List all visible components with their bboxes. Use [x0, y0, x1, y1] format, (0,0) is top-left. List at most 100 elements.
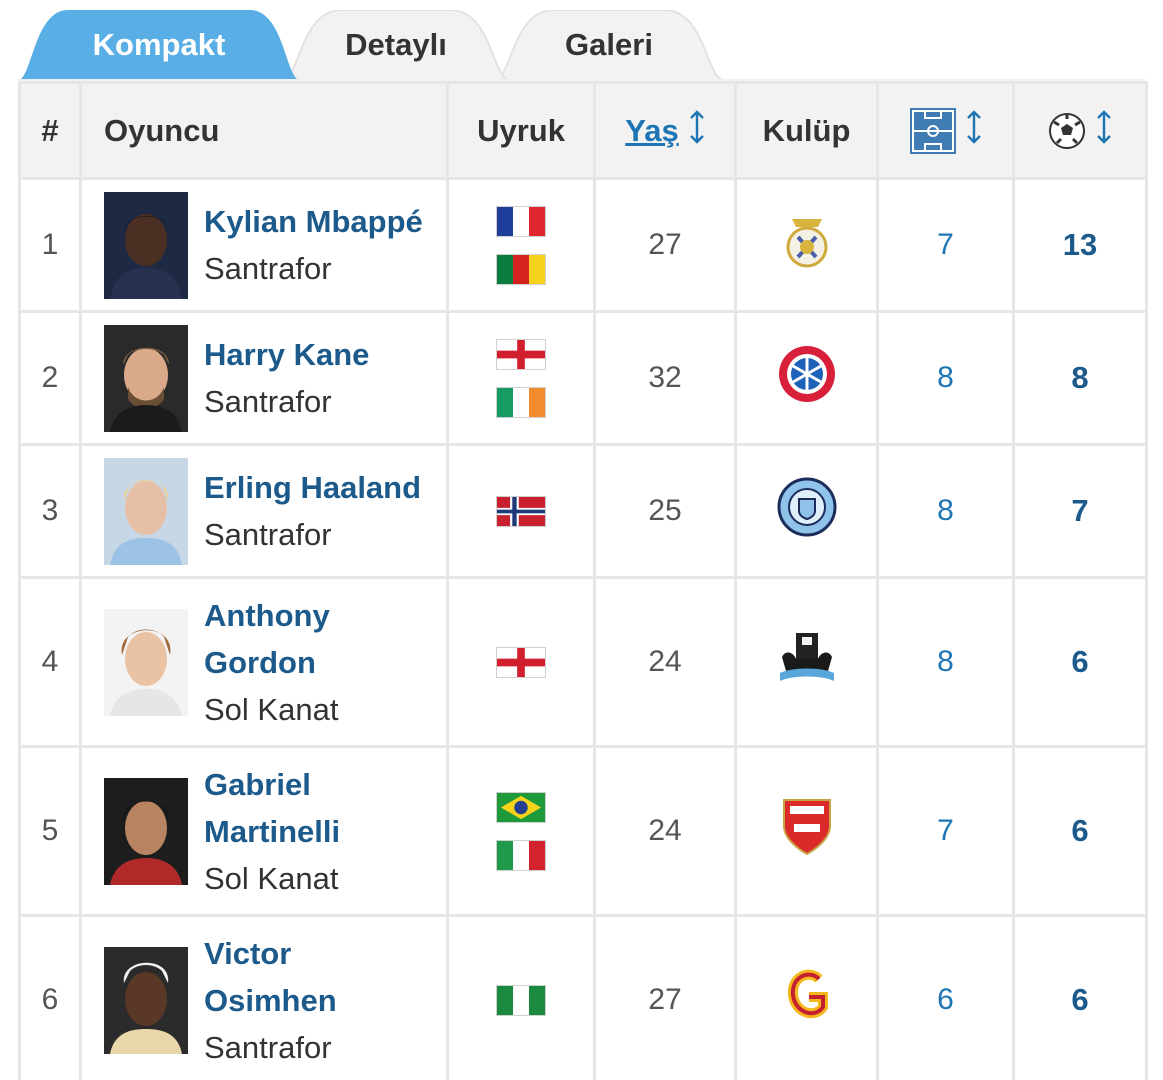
player-photo[interactable]	[104, 191, 188, 299]
player-name-link[interactable]: Kylian Mbappé	[204, 204, 423, 239]
nationality-cell	[446, 745, 596, 917]
age-cell: 24	[593, 745, 737, 917]
table-row: 4 Anthony Gordon Sol Kanat	[18, 576, 1148, 748]
table-row: 1 Kylian Mbappé Santrafor	[18, 177, 1148, 313]
club-cell[interactable]	[734, 576, 879, 748]
ireland-flag-icon	[496, 386, 546, 418]
pitch-icon	[909, 107, 956, 154]
player-cell: Harry Kane Santrafor	[79, 310, 449, 446]
club-cell[interactable]	[734, 177, 879, 313]
bayern-munich-crest-icon[interactable]	[777, 344, 837, 404]
sort-arrows-icon[interactable]	[689, 109, 705, 152]
tab-galeri-label: Galeri	[565, 27, 653, 62]
club-cell[interactable]	[734, 914, 879, 1080]
table-row: 6 Victor Osimhen Santrafor	[18, 914, 1148, 1080]
nationality-cell	[446, 310, 596, 446]
club-cell[interactable]	[734, 443, 879, 579]
player-cell: Kylian Mbappé Santrafor	[79, 177, 449, 313]
player-cell: Erling Haaland Santrafor	[79, 443, 449, 579]
nigeria-flag-icon	[496, 984, 546, 1016]
header-nationality: Uyruk	[446, 81, 596, 180]
table-row: 3 Erling Haaland Santrafor	[18, 443, 1148, 579]
club-cell[interactable]	[734, 745, 879, 917]
goals-cell: 8	[1012, 310, 1148, 446]
nationality-cell	[446, 914, 596, 1080]
rank-cell: 5	[18, 745, 82, 917]
goals-cell: 13	[1012, 177, 1148, 313]
nationality-cell	[446, 576, 596, 748]
rank-cell: 2	[18, 310, 82, 446]
player-name-link[interactable]: Harry Kane	[204, 337, 370, 372]
player-name-link[interactable]: Gabriel	[204, 766, 311, 802]
player-photo[interactable]	[104, 946, 188, 1054]
player-name-link[interactable]: Erling Haaland	[204, 470, 422, 505]
header-goals[interactable]	[1012, 81, 1148, 180]
real-madrid-crest-icon[interactable]	[782, 211, 832, 271]
header-appearances[interactable]	[876, 81, 1015, 180]
goals-cell: 6	[1012, 745, 1148, 917]
appearances-cell: 7	[876, 745, 1015, 917]
brazil-flag-icon	[496, 791, 546, 823]
galatasaray-crest-icon[interactable]	[785, 967, 829, 1025]
age-cell: 27	[593, 177, 737, 313]
tab-galeri[interactable]: Galeri	[494, 10, 724, 80]
norway-flag-icon	[496, 495, 546, 527]
appearances-cell: 8	[876, 310, 1015, 446]
sort-arrows-icon[interactable]	[966, 109, 982, 152]
manchester-city-crest-icon[interactable]	[777, 477, 837, 537]
goals-cell: 7	[1012, 443, 1148, 579]
player-photo[interactable]	[104, 324, 188, 432]
header-club: Kulüp	[734, 81, 879, 180]
table-row: 5 Gabriel Martinelli Sol Kana	[18, 745, 1148, 917]
rank-cell: 6	[18, 914, 82, 1080]
tabs-divider	[18, 79, 1145, 81]
sort-arrows-icon[interactable]	[1096, 109, 1112, 152]
cameroon-flag-icon	[496, 253, 546, 285]
tab-galeri-shape	[494, 10, 724, 80]
player-position: Santrafor	[204, 1029, 332, 1065]
tab-kompakt[interactable]: Kompakt	[18, 10, 300, 80]
england-flag-icon	[496, 646, 546, 678]
player-cell: Gabriel Martinelli Sol Kanat	[79, 745, 449, 917]
football-icon	[1049, 112, 1085, 149]
appearances-cell: 8	[876, 576, 1015, 748]
player-name-link[interactable]: Gordon	[204, 644, 316, 680]
player-name-link[interactable]: Osimhen	[204, 982, 337, 1018]
header-rank: #	[18, 81, 82, 180]
player-position: Santrafor	[204, 251, 332, 286]
player-cell: Anthony Gordon Sol Kanat	[79, 576, 449, 748]
player-name-link[interactable]: Victor	[204, 935, 292, 971]
club-cell[interactable]	[734, 310, 879, 446]
player-position: Santrafor	[204, 517, 332, 552]
header-player: Oyuncu	[79, 81, 449, 180]
goals-cell: 6	[1012, 914, 1148, 1080]
player-photo[interactable]	[104, 608, 188, 716]
tab-detayli[interactable]: Detaylı	[282, 10, 510, 80]
rank-cell: 4	[18, 576, 82, 748]
goals-cell: 6	[1012, 576, 1148, 748]
player-photo[interactable]	[104, 457, 188, 565]
header-age[interactable]: Yaş	[593, 81, 737, 180]
appearances-cell: 7	[876, 177, 1015, 313]
table-row: 2 Harry Kane Santrafor	[18, 310, 1148, 446]
age-cell: 24	[593, 576, 737, 748]
player-photo[interactable]	[104, 777, 188, 885]
nationality-cell	[446, 443, 596, 579]
view-tabs: Galeri Detaylı Kompakt	[0, 0, 1163, 81]
tab-kompakt-label: Kompakt	[92, 27, 226, 62]
tab-kompakt-shape	[18, 10, 300, 80]
tab-detayli-shape	[282, 10, 510, 80]
player-name-link[interactable]: Martinelli	[204, 813, 341, 849]
newcastle-crest-icon[interactable]	[776, 627, 838, 689]
appearances-cell: 6	[876, 914, 1015, 1080]
player-position: Sol Kanat	[204, 860, 339, 896]
table-header-row: # Oyuncu Uyruk Yaş Kulüp	[18, 81, 1148, 180]
italy-flag-icon	[496, 839, 546, 871]
age-sort-link[interactable]: Yaş	[625, 112, 679, 148]
age-cell: 25	[593, 443, 737, 579]
player-name-link[interactable]: Anthony	[204, 597, 330, 633]
france-flag-icon	[496, 205, 546, 237]
top-scorers-table: # Oyuncu Uyruk Yaş Kulüp	[18, 81, 1148, 1080]
arsenal-crest-icon[interactable]	[780, 796, 834, 858]
age-cell: 32	[593, 310, 737, 446]
